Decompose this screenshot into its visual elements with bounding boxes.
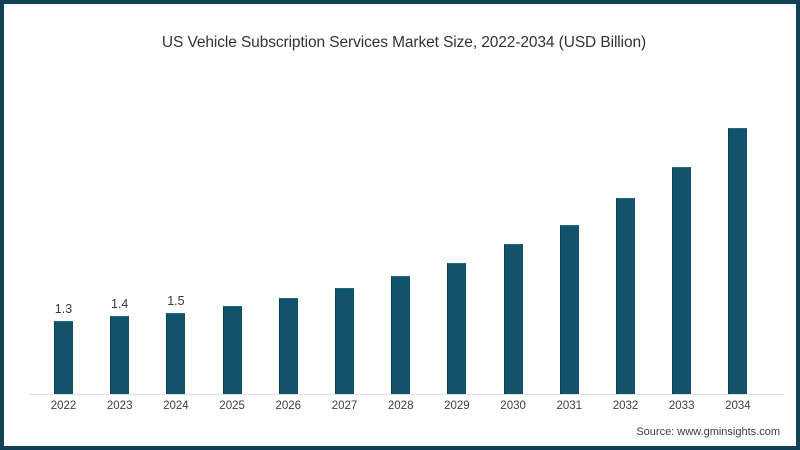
bar-value-label: 1.5 bbox=[167, 294, 185, 308]
bar-rect[interactable] bbox=[391, 276, 411, 394]
x-axis-label-2030: 2030 bbox=[500, 400, 526, 412]
x-axis-label-2031: 2031 bbox=[556, 400, 583, 412]
bar-value-label: 1.3 bbox=[54, 302, 73, 316]
plot-area: 1.3 1.4 1.5 bbox=[30, 64, 784, 395]
x-axis-label-2028: 2028 bbox=[387, 400, 414, 412]
page-title: US Vehicle Subscription Services Market … bbox=[161, 34, 647, 51]
source-note: Source: www.gminsights.com bbox=[636, 426, 780, 438]
bar-rect[interactable] bbox=[335, 288, 354, 394]
bar-rect[interactable] bbox=[503, 244, 523, 394]
x-axis-label-2034: 2034 bbox=[725, 400, 751, 412]
bar-rect[interactable] bbox=[110, 316, 130, 394]
x-axis-label-2033: 2033 bbox=[668, 400, 695, 412]
x-axis-label-2025: 2025 bbox=[219, 400, 245, 412]
x-axis-label-2029: 2029 bbox=[444, 400, 470, 412]
x-axis-label-2022: 2022 bbox=[50, 400, 77, 412]
x-axis-label-2023: 2023 bbox=[106, 400, 133, 412]
bar-rect[interactable] bbox=[447, 263, 467, 394]
bar-rect[interactable] bbox=[728, 128, 748, 394]
bar-rect[interactable] bbox=[616, 198, 635, 394]
x-axis-label-2027: 2027 bbox=[331, 400, 358, 412]
bar-rect[interactable] bbox=[278, 298, 298, 394]
bar-rect[interactable] bbox=[166, 313, 186, 394]
x-axis-line bbox=[30, 394, 784, 395]
bar-rect[interactable] bbox=[54, 321, 73, 394]
bar-rect[interactable] bbox=[559, 225, 579, 394]
x-axis-label-2024: 2024 bbox=[163, 400, 189, 412]
bar-rect[interactable] bbox=[672, 167, 692, 394]
x-axis-label-2032: 2032 bbox=[612, 400, 639, 412]
x-axis-label-2026: 2026 bbox=[275, 400, 302, 412]
bar-rect[interactable] bbox=[222, 306, 242, 394]
bar-value-label: 1.4 bbox=[110, 297, 129, 311]
